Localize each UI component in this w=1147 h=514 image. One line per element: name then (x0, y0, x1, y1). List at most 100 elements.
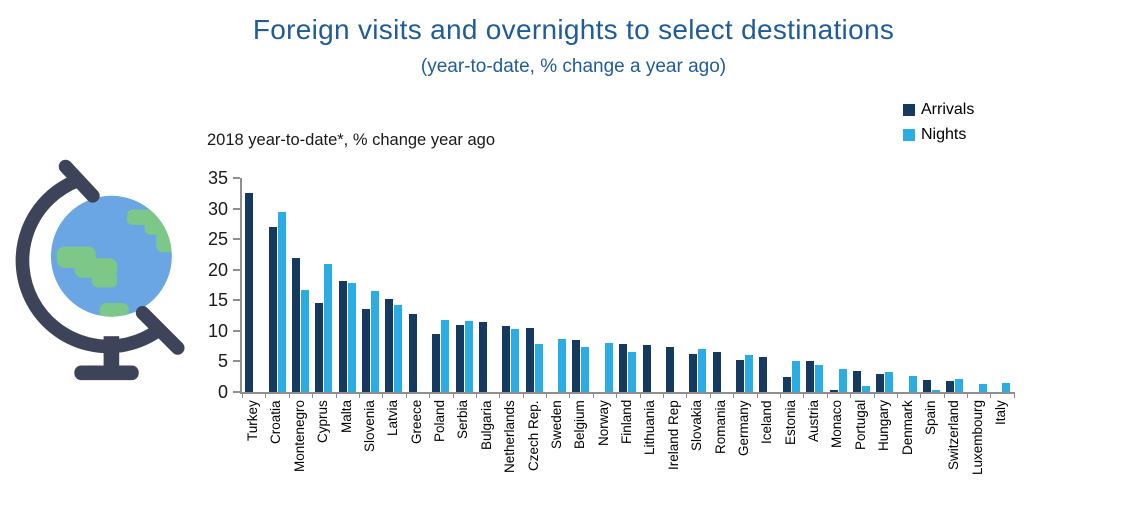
bar-nights-serbia (464, 320, 473, 392)
plot-area (240, 178, 1014, 394)
bar-group (756, 178, 779, 392)
bar-group (780, 178, 803, 392)
chart-axis-title: 2018 year-to-date*, % change year ago (207, 131, 496, 149)
x-label: Greece (408, 400, 424, 445)
y-tick-label: 0 (217, 382, 228, 402)
x-label: Estonia (782, 400, 798, 446)
x-tick-mark (546, 392, 548, 398)
bar-group (546, 178, 569, 392)
x-tick-mark (663, 392, 665, 398)
x-tick-mark (967, 392, 969, 398)
x-label: Iceland (759, 400, 775, 444)
bar-group (499, 178, 522, 392)
bar-nights-italy (1002, 383, 1011, 392)
bar-group (242, 178, 265, 392)
bar-nights-austria (815, 364, 824, 392)
bar-arrivals-ireland-rep (665, 346, 674, 392)
y-tick-label: 35 (207, 168, 228, 188)
x-label: Slovenia (361, 400, 377, 452)
x-tick-mark (709, 392, 711, 398)
x-label: Turkey (245, 400, 260, 441)
globe-icon (10, 146, 205, 391)
bar-group (826, 178, 849, 392)
y-tick-mark (233, 177, 240, 179)
x-label: Serbia (455, 400, 471, 440)
x-label: Luxembourg (969, 400, 985, 476)
x-label: Bulgaria (478, 400, 494, 450)
x-label: Cyprus (315, 400, 331, 443)
x-tick-mark (569, 392, 571, 398)
x-tick-mark (920, 392, 922, 398)
bar-arrivals-cyprus (315, 303, 324, 392)
bar-group (967, 178, 990, 392)
bar-group (382, 178, 405, 392)
y-tick-mark (233, 391, 240, 393)
x-label: Denmark (899, 400, 915, 455)
bar-group (265, 178, 288, 392)
x-tick-mark (733, 392, 735, 398)
x-tick-mark (522, 392, 524, 398)
y-tick-mark (233, 238, 240, 241)
x-label: Sweden (548, 400, 564, 449)
bar-nights-malta (347, 282, 356, 392)
x-label: Norway (595, 400, 611, 446)
x-tick-mark (686, 392, 688, 398)
x-label: Switzerland (946, 400, 962, 470)
x-tick-mark (475, 392, 477, 398)
x-label: Poland (432, 400, 447, 443)
bar-group (359, 178, 382, 392)
bar-arrivals-portugal (852, 370, 861, 392)
x-tick-mark (592, 392, 594, 398)
bar-group (873, 178, 896, 392)
y-tick-label: 20 (207, 259, 228, 280)
x-label: Romania (712, 400, 728, 455)
bar-group (710, 178, 733, 392)
x-tick-mark (405, 392, 407, 398)
bar-nights-spain (932, 390, 941, 392)
x-label: Czech Rep. (525, 400, 541, 471)
bar-group (406, 178, 429, 392)
x-tick-mark (335, 392, 337, 398)
y-tick-label: 25 (207, 229, 228, 250)
y-tick-label: 10 (207, 320, 228, 341)
x-tick-mark (242, 392, 243, 398)
bar-arrivals-greece (408, 313, 417, 392)
legend-label-arrivals: Arrivals (921, 101, 975, 118)
y-tick-mark (233, 268, 240, 271)
x-tick-mark (639, 392, 641, 398)
bar-arrivals-lithuania (642, 344, 651, 392)
page-title: Foreign visits and overnights to select … (252, 14, 895, 45)
bar-group (336, 178, 359, 392)
y-tick-mark (233, 299, 240, 302)
y-tick-mark (233, 329, 240, 332)
x-tick-mark (779, 392, 781, 398)
y-tick-mark (233, 360, 240, 363)
bar-group (990, 178, 1013, 392)
bar-group (803, 178, 826, 392)
bar-group (663, 178, 686, 392)
x-tick-mark (288, 392, 290, 398)
bar-group (289, 178, 312, 392)
x-label: Austria (806, 400, 821, 443)
bar-arrivals-poland (432, 333, 441, 392)
bar-nights-germany (745, 355, 754, 392)
x-label: Montenegro (291, 400, 307, 473)
x-label: Portugal (852, 400, 868, 451)
bar-arrivals-montenegro (291, 257, 300, 392)
x-label: Monaco (829, 400, 845, 449)
bar-nights-czech-rep- (534, 344, 543, 392)
bar-nights-sweden (558, 339, 567, 392)
nights-swatch-icon (903, 129, 915, 141)
bar-arrivals-estonia (782, 376, 791, 392)
x-tick-mark (382, 392, 384, 398)
bar-arrivals-switzerland (946, 381, 955, 392)
bar-nights-finland (628, 351, 637, 392)
y-tick-label: 5 (217, 351, 228, 372)
x-axis-ticks (240, 392, 1015, 398)
bar-arrivals-czech-rep- (525, 327, 534, 392)
bar-group (429, 178, 452, 392)
bar-arrivals-belgium (572, 340, 581, 392)
bar-group (569, 178, 592, 392)
arrivals-swatch-icon (903, 104, 915, 116)
